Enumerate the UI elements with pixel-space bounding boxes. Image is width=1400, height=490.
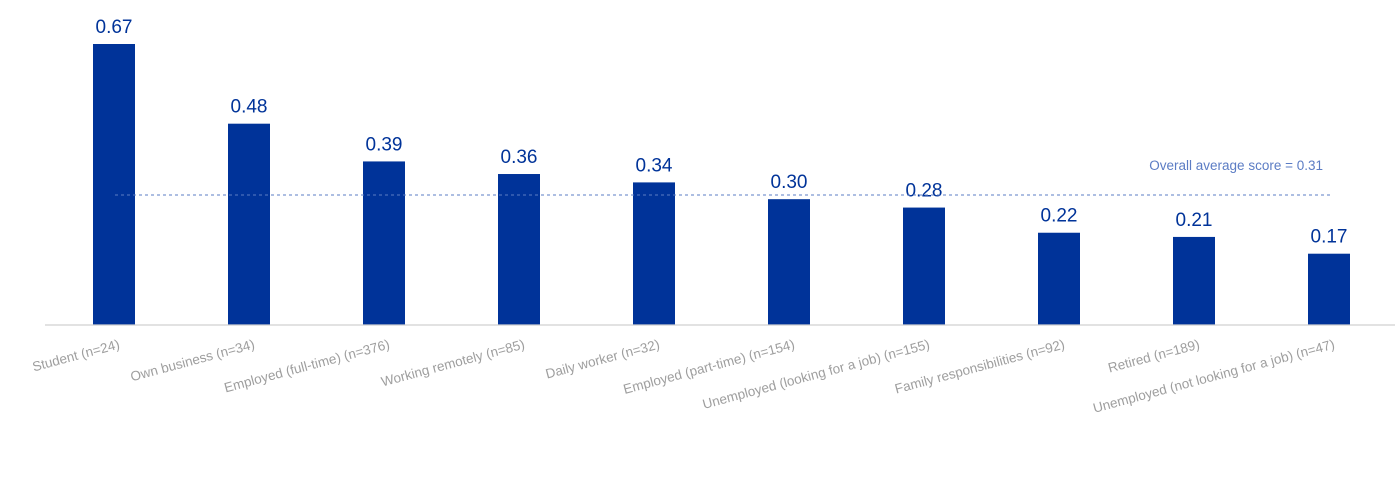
bar-value-label: 0.34	[636, 155, 673, 176]
bar	[1038, 232, 1080, 325]
x-tick-label: Unemployed (not looking for a job) (n=47…	[1091, 337, 1336, 416]
bar-value-label: 0.67	[96, 17, 133, 38]
bar	[363, 161, 405, 325]
bar-value-label: 0.30	[771, 172, 808, 193]
value-labels-group: 0.67 0.48 0.39 0.36 0.34 0.30 0.28 0.22 0.21 0.17	[96, 17, 1348, 248]
bar	[903, 207, 945, 325]
bar	[1308, 253, 1350, 325]
bars-group	[93, 44, 1350, 325]
bar	[1173, 236, 1215, 325]
bar-value-label: 0.17	[1311, 227, 1348, 248]
bar-value-label: 0.28	[906, 181, 943, 202]
x-tick-label: Daily worker (n=32)	[544, 337, 661, 382]
bar	[768, 199, 810, 325]
bar	[498, 174, 540, 325]
bar	[633, 182, 675, 325]
x-tick-labels-group: Student (n=24) Own business (n=34)Employe…	[31, 337, 1337, 416]
bar-value-label: 0.21	[1176, 210, 1213, 231]
bar-value-label: 0.36	[501, 147, 538, 168]
bar	[93, 44, 135, 325]
x-tick-label: Unemployed (looking for a job) (n=155)	[701, 337, 931, 412]
x-tick-label: Retired (n=189)	[1106, 337, 1201, 376]
bar-value-label: 0.22	[1041, 206, 1078, 227]
bar	[228, 123, 270, 325]
bar-value-label: 0.39	[366, 134, 403, 155]
bar-value-label: 0.48	[231, 97, 268, 118]
average-reference-label: Overall average score = 0.31	[1149, 158, 1323, 173]
x-tick-label: Student (n=24)	[31, 337, 122, 375]
x-tick-label: Working remotely (n=85)	[379, 337, 526, 390]
